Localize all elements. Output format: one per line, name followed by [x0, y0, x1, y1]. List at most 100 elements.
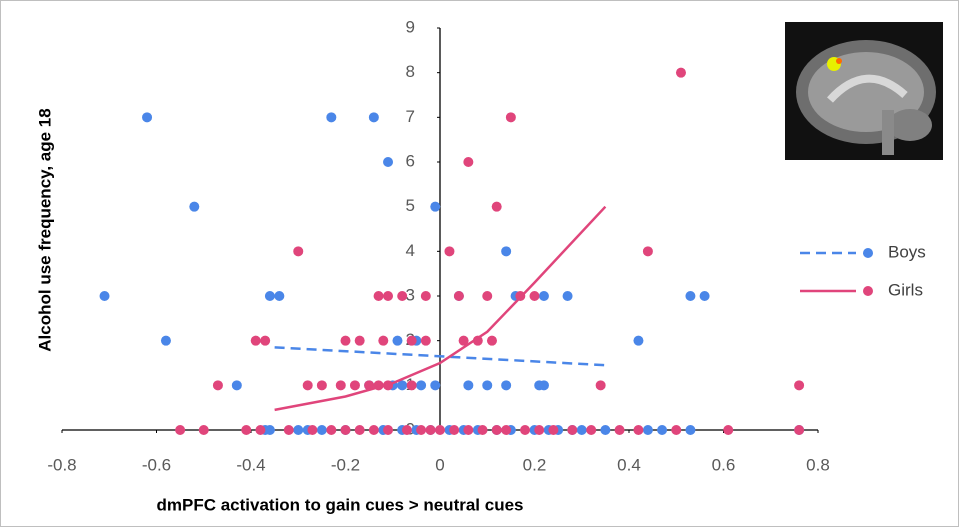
x-tick-label: -0.2	[331, 455, 360, 474]
data-point	[354, 335, 365, 346]
data-point	[255, 425, 266, 435]
data-point	[435, 425, 445, 435]
data-point	[416, 380, 427, 391]
data-point	[378, 335, 389, 346]
data-point	[685, 291, 696, 301]
data-point	[250, 335, 261, 346]
data-point	[449, 425, 460, 435]
data-point	[463, 157, 474, 167]
inset-stem	[882, 110, 894, 155]
data-point	[420, 291, 431, 301]
data-point	[671, 425, 682, 435]
data-point	[538, 291, 549, 301]
data-point	[406, 335, 417, 346]
data-point	[198, 425, 209, 435]
data-point	[486, 335, 497, 346]
data-point	[383, 291, 394, 301]
data-point	[723, 425, 734, 435]
data-point	[534, 425, 545, 435]
data-point	[794, 425, 805, 435]
data-point	[368, 425, 379, 435]
data-point	[416, 425, 427, 435]
data-point	[562, 291, 573, 301]
data-point	[501, 246, 512, 257]
x-axis-title: dmPFC activation to gain cues > neutral …	[156, 495, 523, 514]
x-tick-label: -0.8	[47, 455, 76, 474]
x-tick-label: 0.2	[523, 455, 547, 474]
data-point	[567, 425, 578, 435]
data-point	[401, 425, 412, 435]
data-point	[264, 291, 275, 301]
data-point	[794, 380, 805, 391]
data-point	[430, 380, 441, 391]
data-point	[349, 380, 360, 391]
y-tick-label: 6	[406, 151, 415, 170]
inset-activation-peak	[836, 58, 842, 64]
data-point	[444, 246, 455, 257]
data-point	[463, 380, 474, 391]
inset-cortex	[808, 52, 924, 132]
data-point	[430, 201, 441, 212]
data-point	[633, 335, 644, 346]
data-point	[142, 112, 153, 123]
data-point	[160, 335, 171, 346]
data-point	[699, 291, 710, 301]
legend-marker	[863, 248, 873, 258]
data-point	[520, 425, 531, 435]
data-point	[482, 291, 493, 301]
data-point	[406, 380, 417, 391]
data-point	[335, 380, 346, 391]
legend-label: Girls	[888, 280, 923, 299]
x-tick-label: 0.8	[806, 455, 830, 474]
y-tick-label: 7	[406, 107, 415, 126]
data-point	[175, 425, 186, 435]
brain-inset	[785, 22, 943, 160]
data-point	[340, 335, 351, 346]
data-point	[316, 380, 327, 391]
data-point	[189, 201, 200, 212]
data-point	[453, 291, 464, 301]
data-point	[491, 425, 502, 435]
data-point	[642, 425, 653, 435]
data-point	[354, 425, 365, 435]
data-point	[633, 425, 644, 435]
data-point	[505, 112, 516, 123]
data-point	[420, 335, 431, 346]
x-tick-label: 0.6	[712, 455, 736, 474]
data-point	[241, 425, 252, 435]
data-point	[548, 425, 559, 435]
inset-callosum	[827, 74, 908, 103]
data-point	[425, 425, 436, 435]
data-point	[657, 425, 668, 435]
data-point	[231, 380, 242, 391]
data-point	[368, 112, 379, 123]
y-tick-label: 5	[406, 196, 415, 215]
data-point	[482, 380, 493, 391]
data-point	[685, 425, 696, 435]
data-point	[212, 380, 223, 391]
data-point	[99, 291, 110, 301]
data-point	[383, 157, 394, 167]
data-point	[397, 380, 408, 391]
data-point	[293, 246, 304, 257]
data-point	[316, 425, 327, 435]
data-point	[675, 67, 686, 78]
data-point	[614, 425, 625, 435]
data-point	[529, 291, 540, 301]
data-point	[302, 380, 313, 391]
inset-cerebellum	[888, 109, 932, 141]
data-point	[392, 335, 403, 346]
x-tick-label: -0.6	[142, 455, 171, 474]
x-tick-label: 0	[435, 455, 444, 474]
data-point	[538, 380, 549, 391]
data-point	[274, 291, 285, 301]
data-point	[264, 425, 275, 435]
y-axis-title: Alcohol use frequency, age 18	[35, 108, 54, 351]
data-point	[586, 425, 597, 435]
x-tick-label: -0.4	[236, 455, 265, 474]
trend-line	[274, 346, 606, 367]
y-tick-label: 4	[406, 241, 415, 260]
data-point	[463, 425, 474, 435]
data-point	[491, 201, 502, 212]
data-point	[600, 425, 611, 435]
